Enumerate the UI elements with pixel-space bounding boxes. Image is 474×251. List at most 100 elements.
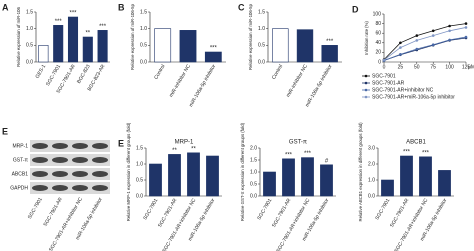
series-line xyxy=(383,27,467,61)
x-tick-label: SGC-7901-AR xyxy=(157,197,179,228)
chart-title: ABCB1 xyxy=(406,140,426,146)
y-tick-label: 0.5 xyxy=(26,43,33,49)
panel-letter: B xyxy=(118,2,125,12)
significance-label: *** xyxy=(210,46,218,52)
significance-label: *** xyxy=(304,151,312,157)
x-tick-label: Control xyxy=(271,64,284,81)
blot-band xyxy=(52,185,68,191)
x-tick-label: SGC-7901-AR+inhibitor NC xyxy=(276,197,312,251)
point xyxy=(431,43,435,47)
legend-marker xyxy=(364,81,368,85)
x-tick-label: SGC-7901-AR xyxy=(271,197,293,228)
point xyxy=(399,53,402,56)
blot-band xyxy=(72,185,88,191)
significance-label: *** xyxy=(403,150,411,156)
y-tick-label: 60 xyxy=(375,31,381,37)
blot-band xyxy=(92,143,108,149)
y-tick-label: 1.5 xyxy=(140,9,147,15)
series-line xyxy=(383,36,467,61)
blot-band xyxy=(72,171,88,177)
legend-label: SGC-7901-AR+inhibitor NC xyxy=(372,87,434,93)
x-tick-label: 75 xyxy=(430,64,436,70)
y-axis-label: Inhibition rate (%) xyxy=(364,21,369,55)
y-axis-label: Relative expression of miR-106-5p xyxy=(248,3,253,70)
blot-row-label: MRP-1 xyxy=(12,143,28,149)
y-axis-label: Relative ABCB1 expression in different g… xyxy=(358,122,363,222)
point xyxy=(448,29,451,33)
x-tick-label: miR-106a-5p inhibitor xyxy=(304,63,333,108)
blot-band xyxy=(32,185,48,191)
y-tick-label: 3.0 xyxy=(368,145,375,151)
blot-column-label: SGC-7901 xyxy=(27,196,44,220)
point xyxy=(431,34,435,37)
significance-label: *** xyxy=(55,19,63,25)
legend-label: SGC-7901 xyxy=(372,73,396,79)
legend-label: SGC-7901-AR+miR-106a-5p inhibitor xyxy=(372,94,455,100)
bar xyxy=(301,157,314,197)
blot-strip xyxy=(30,168,110,180)
significance-label: ** xyxy=(85,31,90,37)
blot-strip xyxy=(30,154,110,166)
point xyxy=(415,34,419,37)
bar xyxy=(53,25,64,63)
bar xyxy=(168,154,181,197)
y-tick-label: 0.0 xyxy=(136,193,143,199)
chart-title: MRP-1 xyxy=(175,140,194,146)
y-tick-label: 40 xyxy=(375,40,381,46)
point xyxy=(448,24,451,28)
bar xyxy=(263,171,276,197)
point xyxy=(448,38,451,42)
blot-band xyxy=(52,171,68,177)
bar xyxy=(381,179,394,197)
bar xyxy=(400,155,413,197)
point xyxy=(399,46,402,49)
bar xyxy=(82,36,93,63)
blot-band xyxy=(32,171,48,177)
y-tick-label: 1.5 xyxy=(250,157,257,163)
blot-row-label: GST-π xyxy=(13,157,29,163)
series-line xyxy=(383,23,467,60)
blot-band xyxy=(72,143,88,149)
y-tick-label: 0.0 xyxy=(26,59,33,65)
significance-label: *** xyxy=(285,152,293,158)
point xyxy=(431,29,435,33)
x-tick-label: SGC-7901-AR+inhibitor NC xyxy=(162,197,198,251)
bar xyxy=(206,155,219,197)
x-tick-label: 25 xyxy=(398,64,404,70)
x-tick-label: 50 xyxy=(414,64,420,70)
bar xyxy=(179,30,197,63)
point xyxy=(382,58,386,62)
y-tick-label: 1.5 xyxy=(258,9,265,15)
y-tick-label: 20 xyxy=(375,50,381,56)
legend-label: SGC-7901-AR xyxy=(372,80,405,86)
y-tick-label: 2.0 xyxy=(368,161,375,167)
significance-label: # xyxy=(325,158,329,164)
bar xyxy=(438,170,451,197)
blot-band xyxy=(32,143,48,149)
y-tick-label: 0.0 xyxy=(258,59,265,65)
y-tick-label: 0.0 xyxy=(368,193,375,199)
x-tick-label: SGC-7901 xyxy=(142,197,159,221)
bar xyxy=(282,158,295,197)
bar xyxy=(154,28,172,63)
legend-marker xyxy=(364,88,368,92)
x-tick-label: SGC-7901-AR+inhibitor NC xyxy=(394,197,430,251)
blot-band xyxy=(92,185,108,191)
x-tick-label: SGC-7901 xyxy=(374,197,391,221)
panel-letter: E xyxy=(118,138,124,148)
x-tick-label: SGC-7901-AR xyxy=(389,197,411,228)
blot-strip xyxy=(30,182,110,194)
blot-band xyxy=(92,171,108,177)
point xyxy=(464,26,468,29)
x-tick-label: GES-1 xyxy=(35,63,48,79)
bar xyxy=(204,51,222,63)
x-tick-label: 0 xyxy=(383,64,386,70)
panel-letter: D xyxy=(352,4,359,14)
blot-band xyxy=(52,157,68,163)
y-tick-label: 1.0 xyxy=(26,26,33,32)
blot-band xyxy=(32,157,48,163)
significance-label: *** xyxy=(99,24,107,30)
y-tick-label: 1.0 xyxy=(368,177,375,183)
y-tick-label: 1.5 xyxy=(26,9,33,15)
